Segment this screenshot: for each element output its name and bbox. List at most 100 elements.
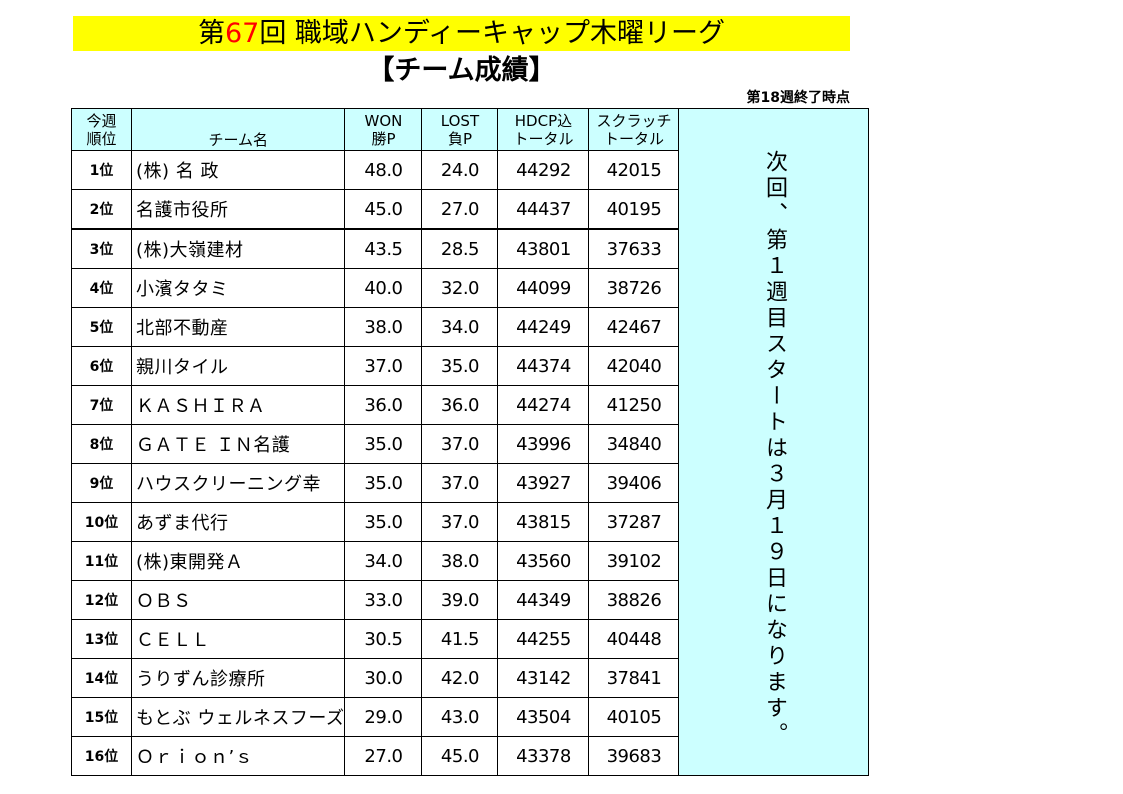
hdcp-total-cell: 43801 (497, 228, 590, 269)
lost-points-cell: 35.0 (421, 346, 499, 386)
lost-points-cell: 45.0 (421, 736, 499, 776)
lost-points-cell: 32.0 (421, 268, 499, 308)
hdcp-total-cell: 44274 (497, 385, 590, 425)
won-points-cell: 37.0 (344, 346, 423, 386)
scratch-total-cell: 39406 (588, 463, 680, 503)
team-name-cell: ＫＡＳＨＩＲＡ (130, 385, 346, 425)
table-row: 15位 もとぶ ウェルネスフーズ 29.0 43.0 43504 40105 (71, 697, 869, 737)
lost-points-cell: 43.0 (421, 697, 499, 737)
table-row: 8位 ＧＡＴＥ ＩＮ名護 35.0 37.0 43996 34840 (71, 424, 869, 464)
lost-points-cell: 27.0 (421, 189, 499, 230)
hdcp-total-cell: 43378 (497, 736, 590, 776)
table-row: 13位 ＣＥＬＬ 30.5 41.5 44255 40448 (71, 619, 869, 659)
hdcp-total-cell: 44249 (497, 307, 590, 347)
scratch-total-cell: 37633 (588, 228, 680, 269)
scratch-total-cell: 40105 (588, 697, 680, 737)
table-row: 4位 小濱タタミ 40.0 32.0 44099 38726 (71, 268, 869, 308)
won-points-cell: 40.0 (344, 268, 423, 308)
scratch-total-cell: 40195 (588, 189, 680, 230)
header-scratch: スクラッチ トータル (588, 108, 680, 151)
header-lost: LOST 負P (421, 108, 499, 151)
won-points-cell: 35.0 (344, 424, 423, 464)
scratch-total-cell: 42467 (588, 307, 680, 347)
team-name-cell: ＣＥＬＬ (130, 619, 346, 659)
lost-points-cell: 37.0 (421, 502, 499, 542)
team-name-cell: (株)大嶺建材 (130, 228, 346, 269)
rank-cell: 1位 (71, 150, 132, 190)
title-prefix: 第 (197, 18, 225, 49)
hdcp-total-cell: 43927 (497, 463, 590, 503)
team-name-cell: 親川タイル (130, 346, 346, 386)
notice-text: 次回、第１週目スタートは３月１９日になります。 (761, 150, 787, 748)
title-number: 67 (224, 18, 260, 49)
lost-points-cell: 36.0 (421, 385, 499, 425)
won-points-cell: 43.5 (344, 228, 423, 269)
rank-cell: 11位 (71, 541, 132, 581)
scratch-total-cell: 42040 (588, 346, 680, 386)
rank-cell: 15位 (71, 697, 132, 737)
team-name-cell: 名護市役所 (130, 189, 346, 230)
hdcp-total-cell: 43996 (497, 424, 590, 464)
won-points-cell: 30.0 (344, 658, 423, 698)
hdcp-total-cell: 43504 (497, 697, 590, 737)
lost-points-cell: 28.5 (421, 228, 499, 269)
won-points-cell: 36.0 (344, 385, 423, 425)
table-row: 6位 親川タイル 37.0 35.0 44374 42040 (71, 346, 869, 386)
league-title: 第67回 職域ハンディーキャップ木曜リーグ (73, 16, 850, 51)
rank-cell: 14位 (71, 658, 132, 698)
won-points-cell: 38.0 (344, 307, 423, 347)
hdcp-total-cell: 44349 (497, 580, 590, 620)
team-name-cell: 小濱タタミ (130, 268, 346, 308)
table-row: 9位 ハウスクリーニング幸 35.0 37.0 43927 39406 (71, 463, 869, 503)
lost-points-cell: 39.0 (421, 580, 499, 620)
rank-cell: 13位 (71, 619, 132, 659)
scratch-total-cell: 37287 (588, 502, 680, 542)
team-name-cell: うりずん診療所 (130, 658, 346, 698)
rank-cell: 10位 (71, 502, 132, 542)
hdcp-total-cell: 44099 (497, 268, 590, 308)
team-name-cell: ＧＡＴＥ ＩＮ名護 (130, 424, 346, 464)
header-rank: 今週 順位 (71, 108, 132, 151)
rank-cell: 6位 (71, 346, 132, 386)
scratch-total-cell: 37841 (588, 658, 680, 698)
table-header-row: 今週 順位 チーム名 WON 勝P LOST 負P HDCP込 トータル スクラッチ トー… (71, 108, 870, 776)
lost-points-cell: 42.0 (421, 658, 499, 698)
team-name-cell: もとぶ ウェルネスフーズ (130, 697, 346, 737)
header-team: チーム名 (130, 108, 346, 151)
status-label: 第18週終了時点 (746, 90, 850, 106)
scratch-total-cell: 38726 (588, 268, 680, 308)
table-row: 14位 うりずん診療所 30.0 42.0 43142 37841 (71, 658, 869, 698)
won-points-cell: 29.0 (344, 697, 423, 737)
hdcp-total-cell: 44255 (497, 619, 590, 659)
rank-cell: 2位 (71, 189, 132, 230)
table-row: 1位 (株) 名 政 48.0 24.0 44292 42015 (71, 150, 869, 190)
lost-points-cell: 38.0 (421, 541, 499, 581)
scratch-total-cell: 42015 (588, 150, 680, 190)
notice-panel: 次回、第１週目スタートは３月１９日になります。 (678, 108, 870, 776)
header-won: WON 勝P (344, 108, 423, 151)
standings-table-container: 今週 順位 チーム名 WON 勝P LOST 負P HDCP込 トータル スクラッチ トー… (71, 108, 870, 776)
rank-cell: 4位 (71, 268, 132, 308)
table-row: 10位 あずま代行 35.0 37.0 43815 37287 (71, 502, 869, 542)
rank-cell: 8位 (71, 424, 132, 464)
hdcp-total-cell: 44374 (497, 346, 590, 386)
scratch-total-cell: 41250 (588, 385, 680, 425)
won-points-cell: 45.0 (344, 189, 423, 230)
hdcp-total-cell: 43142 (497, 658, 590, 698)
table-row: 2位 名護市役所 45.0 27.0 44437 40195 (71, 189, 869, 230)
rank-cell: 12位 (71, 580, 132, 620)
scratch-total-cell: 38826 (588, 580, 680, 620)
lost-points-cell: 34.0 (421, 307, 499, 347)
table-row: 5位 北部不動産 38.0 34.0 44249 42467 (71, 307, 869, 347)
rank-cell: 16位 (71, 736, 132, 776)
lost-points-cell: 37.0 (421, 463, 499, 503)
team-name-cell: (株) 名 政 (130, 150, 346, 190)
lost-points-cell: 24.0 (421, 150, 499, 190)
table-row: 16位 Ｏｒｉｏｎ’ｓ 27.0 45.0 43378 39683 (71, 736, 869, 776)
won-points-cell: 33.0 (344, 580, 423, 620)
standings-table: 今週 順位 チーム名 WON 勝P LOST 負P HDCP込 トータル スクラッチ トー… (71, 108, 870, 776)
hdcp-total-cell: 44437 (497, 189, 590, 230)
team-name-cell: ハウスクリーニング幸 (130, 463, 346, 503)
rank-cell: 9位 (71, 463, 132, 503)
team-name-cell: (株)東開発Ａ (130, 541, 346, 581)
